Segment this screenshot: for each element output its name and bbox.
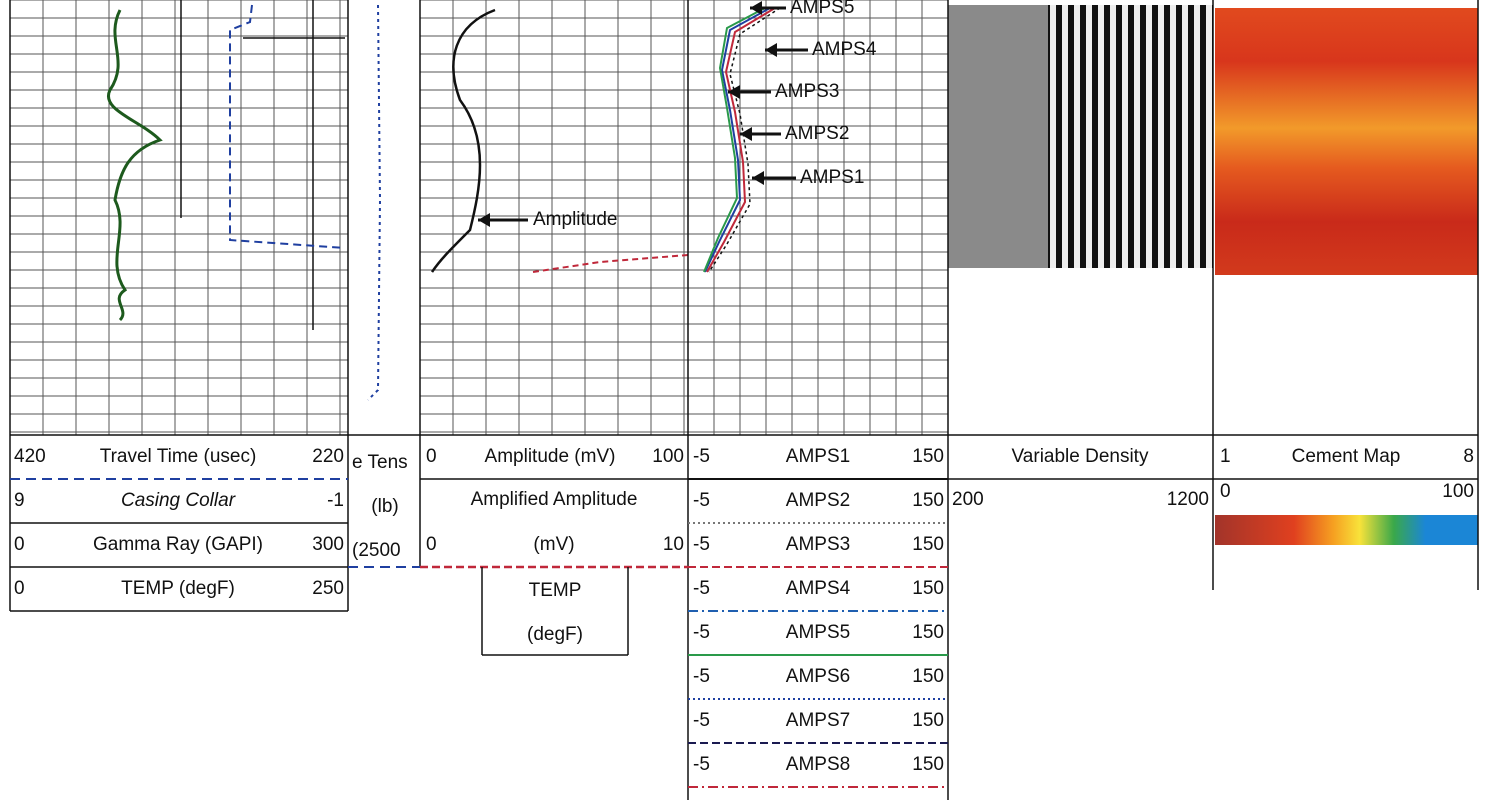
amps-curves	[703, 7, 781, 273]
label: Amplitude	[533, 209, 618, 230]
casing-collar-curve	[229, 4, 346, 249]
label: e Tens	[352, 452, 408, 473]
label: (degF)	[527, 624, 583, 645]
tension-curve	[367, 4, 382, 401]
arrow-head	[750, 1, 762, 15]
label: -5	[693, 490, 710, 511]
label: 100	[652, 446, 684, 467]
label: 150	[912, 446, 944, 467]
grid	[9, 0, 949, 435]
label: -5	[693, 446, 710, 467]
label: 150	[912, 490, 944, 511]
label: 300	[312, 534, 344, 555]
label: 250	[312, 578, 344, 599]
label: Cement Map	[1292, 446, 1401, 467]
label: 150	[912, 754, 944, 775]
label: -5	[693, 754, 710, 775]
label: 0	[426, 534, 437, 555]
label: AMPS7	[786, 710, 850, 731]
label: 8	[1463, 446, 1474, 467]
label: AMPS6	[786, 666, 850, 687]
label: (mV)	[533, 534, 574, 555]
label: AMPS4	[786, 578, 851, 599]
label: AMPS4	[812, 39, 877, 60]
label: 420	[14, 446, 46, 467]
label: -5	[693, 710, 710, 731]
label: 0	[1220, 481, 1231, 502]
label: -5	[693, 666, 710, 687]
label: 0	[14, 578, 25, 599]
label: 150	[912, 534, 944, 555]
label: -1	[327, 490, 344, 511]
label: 9	[14, 490, 25, 511]
label: Gamma Ray (GAPI)	[93, 534, 263, 555]
arrows	[478, 1, 808, 227]
label: AMPS8	[786, 754, 850, 775]
label: AMPS3	[786, 534, 850, 555]
label: Casing Collar	[121, 490, 236, 511]
arrow-head	[740, 127, 752, 141]
label: AMPS2	[786, 490, 850, 511]
label: AMPS2	[785, 123, 849, 144]
label: (2500	[352, 540, 401, 561]
label: 1	[1220, 446, 1231, 467]
label: 200	[952, 489, 984, 510]
label: 1200	[1167, 489, 1209, 510]
amplitude-curve	[430, 8, 496, 273]
label: Variable Density	[1012, 446, 1149, 467]
label: 150	[912, 622, 944, 643]
label: AMPS1	[800, 167, 864, 188]
label: AMPS5	[786, 622, 850, 643]
label: Travel Time (usec)	[100, 446, 257, 467]
label: TEMP	[529, 580, 582, 601]
frame	[9, 0, 1479, 800]
arrow-head	[752, 171, 764, 185]
label: AMPS5	[790, 0, 854, 18]
label: 100	[1442, 481, 1474, 502]
label: -5	[693, 578, 710, 599]
temp-curve-2	[532, 254, 689, 273]
label: Amplitude (mV)	[485, 446, 616, 467]
label: -5	[693, 622, 710, 643]
label: 150	[912, 710, 944, 731]
label: 150	[912, 578, 944, 599]
label: 150	[912, 666, 944, 687]
label: TEMP (degF)	[121, 578, 235, 599]
cement-colorbar	[1215, 515, 1478, 545]
label: Amplified Amplitude	[471, 489, 638, 510]
arrow-head	[728, 85, 740, 99]
arrow-head	[478, 213, 490, 227]
label: -5	[693, 534, 710, 555]
variable-density-image	[1048, 5, 1213, 268]
label: 0	[426, 446, 437, 467]
label: 0	[14, 534, 25, 555]
label: (lb)	[371, 496, 398, 517]
gamma-ray-curve	[106, 9, 163, 322]
variable-density-near	[948, 5, 1048, 268]
label: AMPS3	[775, 81, 839, 102]
arrow-head	[765, 43, 777, 57]
label: 10	[663, 534, 684, 555]
cement-map-image	[1215, 8, 1478, 275]
label: AMPS1	[786, 446, 850, 467]
label: 220	[312, 446, 344, 467]
